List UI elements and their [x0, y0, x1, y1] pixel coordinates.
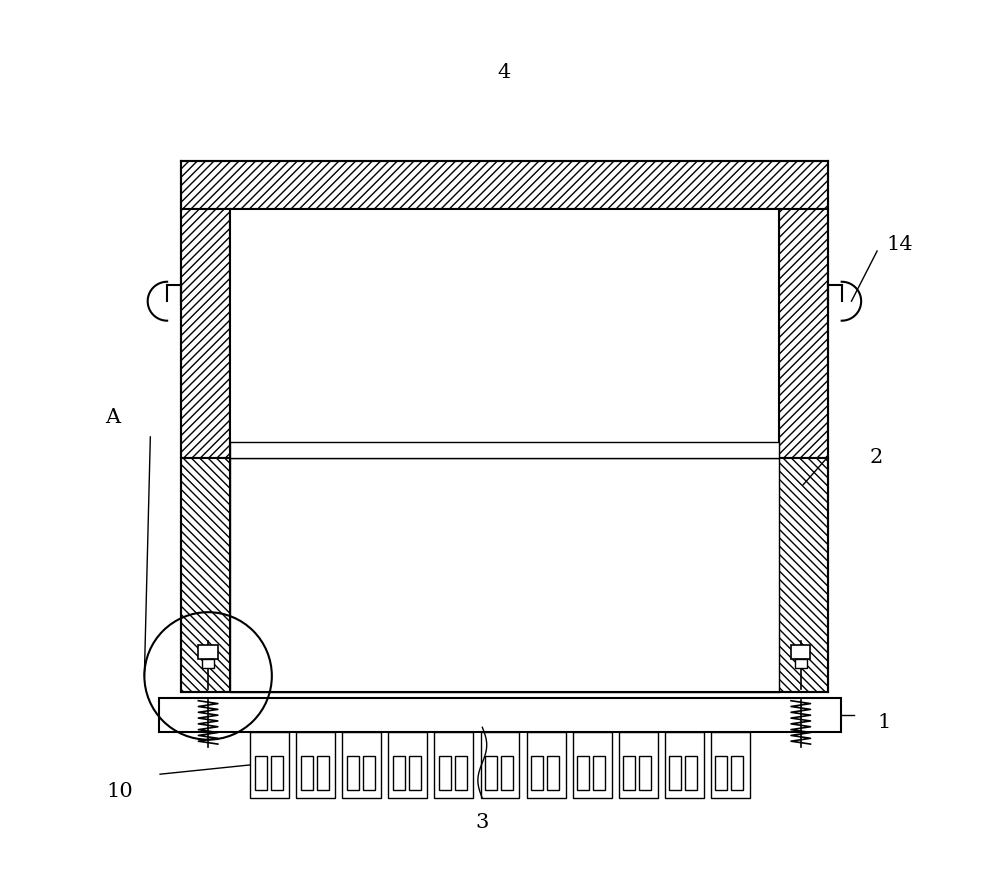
Bar [439, 756, 451, 790]
Text: 4: 4 [498, 63, 511, 82]
Bar [393, 756, 405, 790]
Bar [501, 756, 513, 790]
Bar [685, 756, 697, 790]
Bar [731, 756, 743, 790]
Bar [230, 442, 779, 458]
Bar [301, 756, 313, 790]
Text: 3: 3 [476, 813, 489, 832]
Text: A: A [105, 408, 120, 427]
Bar [665, 732, 704, 798]
Bar [409, 756, 421, 790]
Text: 1: 1 [877, 713, 890, 733]
Text: 2: 2 [870, 448, 883, 467]
Bar [779, 458, 828, 692]
Bar [202, 659, 214, 668]
Bar [455, 756, 467, 790]
Bar [711, 732, 750, 798]
Bar [250, 732, 289, 798]
Bar [317, 756, 329, 790]
Bar [347, 756, 359, 790]
Bar [573, 732, 612, 798]
Bar [198, 645, 218, 659]
Bar [296, 732, 335, 798]
Bar [181, 210, 230, 458]
Bar [547, 756, 559, 790]
Bar [715, 756, 727, 790]
Bar [791, 645, 810, 659]
Bar [342, 732, 381, 798]
Text: 10: 10 [107, 781, 134, 800]
Bar [795, 659, 807, 668]
Bar [434, 732, 473, 798]
Bar [531, 756, 543, 790]
Bar [669, 756, 681, 790]
Bar [230, 458, 779, 692]
Bar [779, 210, 828, 458]
Bar [593, 756, 605, 790]
Bar [527, 732, 566, 798]
Bar [230, 210, 779, 449]
Bar [159, 698, 841, 732]
Bar [363, 756, 375, 790]
Bar [181, 161, 828, 210]
Bar [623, 756, 635, 790]
Bar [388, 732, 427, 798]
Bar [271, 756, 283, 790]
Bar [485, 756, 497, 790]
Bar [639, 756, 651, 790]
Text: 14: 14 [886, 235, 913, 254]
Bar [481, 732, 519, 798]
Bar [577, 756, 589, 790]
Bar [255, 756, 267, 790]
Bar [619, 732, 658, 798]
Bar [181, 458, 230, 692]
